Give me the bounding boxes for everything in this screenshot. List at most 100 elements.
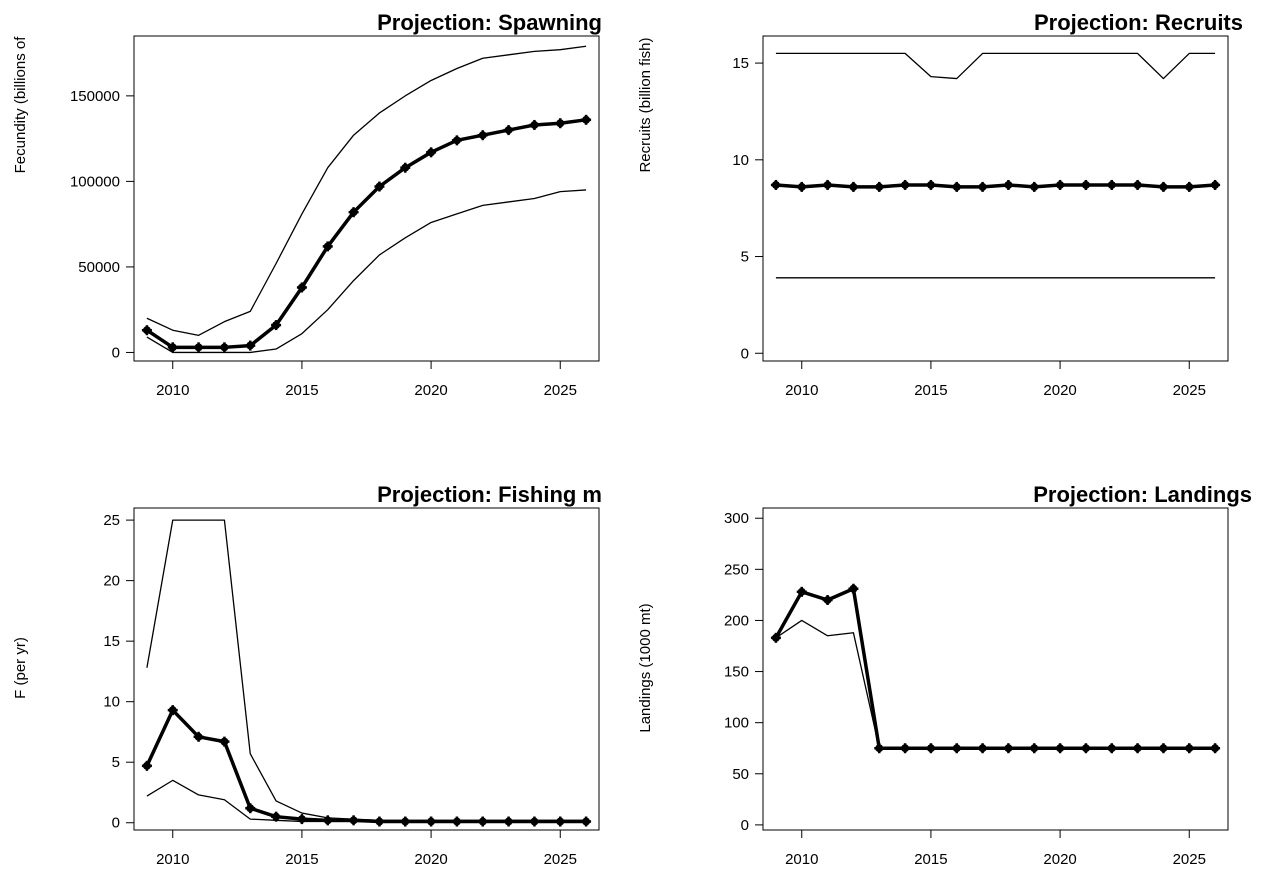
data-point bbox=[296, 814, 307, 825]
data-point bbox=[1132, 179, 1143, 190]
data-point bbox=[271, 320, 282, 331]
data-point bbox=[925, 179, 936, 190]
series-median-line bbox=[145, 118, 587, 350]
y-axis-label: Fecundity (billions of bbox=[12, 36, 29, 174]
x-tick-label: 2010 bbox=[785, 851, 818, 868]
series-bound-line bbox=[146, 45, 587, 336]
plot-frame bbox=[133, 507, 600, 831]
x-tick-label: 2010 bbox=[156, 382, 189, 399]
x-tick-label: 2025 bbox=[1173, 851, 1206, 868]
y-tick-label: 150 bbox=[724, 664, 749, 681]
y-tick-label: 0 bbox=[741, 817, 749, 834]
y-tick-label: 50 bbox=[732, 766, 749, 783]
data-point bbox=[1210, 179, 1221, 190]
data-point bbox=[348, 815, 359, 826]
data-point bbox=[374, 181, 385, 192]
y-tick-label: 10 bbox=[732, 152, 749, 169]
x-tick-label: 2020 bbox=[414, 382, 447, 399]
data-point bbox=[245, 340, 256, 351]
data-point bbox=[503, 125, 514, 136]
x-tick-label: 2025 bbox=[1173, 382, 1206, 399]
chart-title: Projection: Recruits bbox=[1034, 10, 1243, 35]
x-tick-label: 2015 bbox=[914, 382, 947, 399]
data-point bbox=[951, 181, 962, 192]
series-median-line bbox=[145, 708, 587, 824]
data-point bbox=[1080, 179, 1091, 190]
data-point bbox=[141, 760, 152, 771]
y-tick-label: 100000 bbox=[70, 173, 120, 190]
data-point bbox=[296, 282, 307, 293]
y-axis-label: Recruits (billion fish) bbox=[637, 37, 654, 172]
data-point bbox=[400, 162, 411, 173]
data-point bbox=[1184, 181, 1195, 192]
data-point bbox=[874, 181, 885, 192]
data-point bbox=[219, 342, 230, 353]
x-tick-label: 2010 bbox=[156, 851, 189, 868]
data-point bbox=[193, 342, 204, 353]
x-tick-label: 2025 bbox=[544, 382, 577, 399]
data-point bbox=[848, 583, 859, 594]
x-tick-label: 2015 bbox=[285, 382, 318, 399]
data-point bbox=[167, 342, 178, 353]
data-point bbox=[796, 181, 807, 192]
x-tick-label: 2020 bbox=[1043, 382, 1076, 399]
data-point bbox=[848, 181, 859, 192]
series-bound-line bbox=[146, 519, 587, 821]
data-point bbox=[322, 241, 333, 252]
data-point bbox=[1055, 179, 1066, 190]
y-tick-label: 100 bbox=[724, 715, 749, 732]
x-tick-label: 2010 bbox=[785, 382, 818, 399]
data-point bbox=[900, 179, 911, 190]
data-point bbox=[822, 179, 833, 190]
data-point bbox=[426, 147, 437, 158]
data-point bbox=[796, 586, 807, 597]
chart-title: Projection: Fishing m bbox=[377, 482, 602, 507]
y-tick-label: 20 bbox=[103, 573, 120, 590]
series-median-line bbox=[774, 587, 1216, 750]
data-point bbox=[1029, 181, 1040, 192]
x-tick-label: 2015 bbox=[285, 851, 318, 868]
data-point bbox=[1106, 179, 1117, 190]
series-bound-line bbox=[775, 52, 1216, 80]
data-point bbox=[1003, 179, 1014, 190]
data-point bbox=[822, 595, 833, 605]
x-tick-label: 2025 bbox=[544, 851, 577, 868]
y-tick-label: 10 bbox=[103, 694, 120, 711]
data-point bbox=[141, 325, 152, 336]
y-tick-label: 15 bbox=[732, 55, 749, 72]
panel-recruits: 2010 2015 2020 2025 0 5 10 15 Recruits (billion … bbox=[637, 10, 1243, 399]
plot-frame bbox=[762, 35, 1229, 362]
chart-title: Projection: Landings bbox=[1033, 482, 1252, 507]
y-tick-label: 300 bbox=[724, 510, 749, 527]
data-point bbox=[451, 135, 462, 146]
data-point bbox=[581, 114, 592, 125]
plot-frame bbox=[133, 35, 600, 362]
data-point bbox=[555, 118, 566, 129]
y-tick-label: 200 bbox=[724, 612, 749, 629]
data-point bbox=[770, 179, 781, 190]
y-tick-label: 0 bbox=[112, 815, 120, 832]
data-point bbox=[477, 130, 488, 141]
y-tick-label: 50000 bbox=[78, 259, 120, 276]
series-bound-line bbox=[775, 619, 1216, 749]
panel-spawning: 2010 2015 2020 2025 0 50000 100000 150000 Fecund… bbox=[12, 10, 602, 399]
data-point bbox=[245, 803, 256, 814]
y-tick-label: 5 bbox=[741, 249, 749, 266]
plot-frame bbox=[762, 507, 1229, 831]
data-point bbox=[348, 207, 359, 218]
y-tick-label: 0 bbox=[112, 344, 120, 361]
series-median-line bbox=[775, 183, 1216, 189]
data-point bbox=[167, 705, 178, 716]
y-tick-label: 5 bbox=[112, 754, 120, 771]
chart-title: Projection: Spawning bbox=[377, 10, 602, 35]
data-point bbox=[977, 181, 988, 192]
y-tick-label: 15 bbox=[103, 633, 120, 650]
y-tick-label: 150000 bbox=[70, 88, 120, 105]
x-tick-label: 2020 bbox=[1043, 851, 1076, 868]
y-axis-label: F (per yr) bbox=[12, 637, 29, 699]
data-point bbox=[219, 736, 230, 747]
x-tick-label: 2020 bbox=[414, 851, 447, 868]
x-tick-label: 2015 bbox=[914, 851, 947, 868]
